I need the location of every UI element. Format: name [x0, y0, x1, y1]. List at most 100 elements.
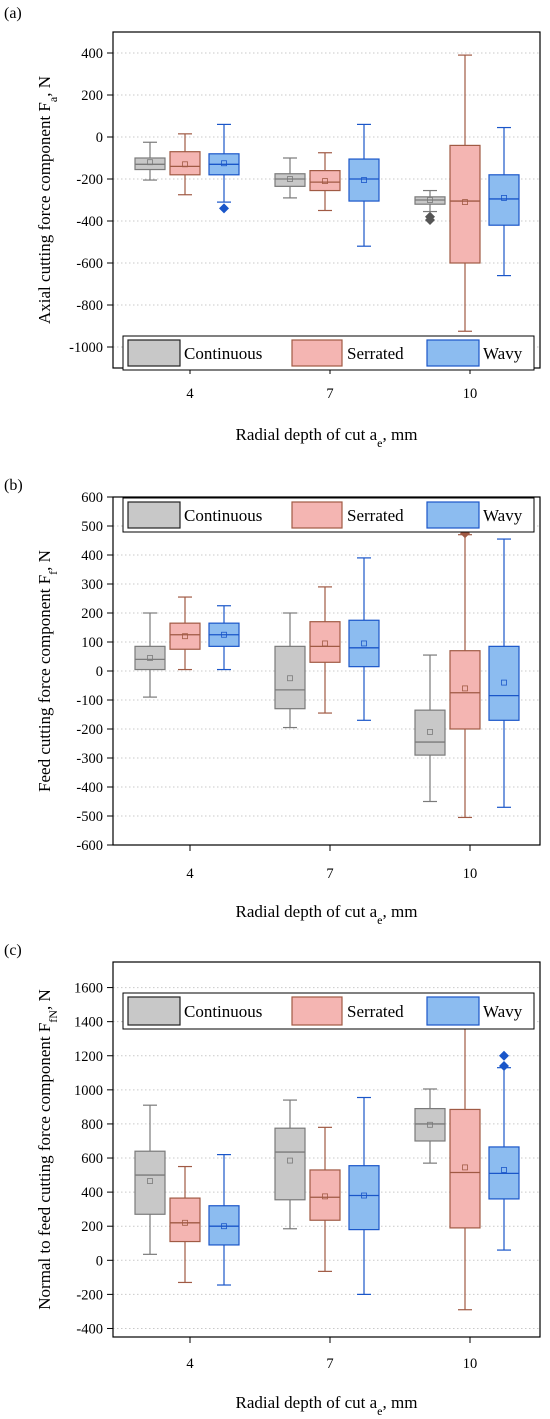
x-axis-title-unit: , mm [383, 902, 418, 921]
y-axis-title-unit: , N [35, 550, 54, 571]
y-tick-label: 200 [81, 88, 103, 104]
x-axis-title: Radial depth of cut ae, mm [236, 902, 418, 927]
box-iqr [169, 622, 201, 650]
box-mean [501, 679, 507, 686]
box-wavy-10 [488, 1050, 520, 1251]
box-mean [462, 685, 468, 692]
y-axis-title-subscript: f [46, 571, 60, 575]
box-iqr [488, 645, 520, 721]
y-tick-label: 0 [96, 130, 103, 146]
legend: Continuous Serrated Wavy [122, 992, 535, 1030]
box-mean [147, 1178, 153, 1184]
y-tick-label: 400 [81, 46, 103, 62]
box-mean [147, 655, 153, 661]
box-mean [361, 640, 367, 647]
legend-label-continuous: Continuous [184, 506, 262, 525]
box-serrated-4 [169, 133, 201, 196]
legend-label-wavy: Wavy [483, 506, 523, 525]
legend-swatch-serrated [291, 996, 343, 1026]
box-continuous-10 [414, 1088, 446, 1164]
box-mean [322, 640, 328, 647]
y-axis-title: Normal to feed cutting force component F… [35, 989, 60, 1309]
y-tick-label: 1600 [74, 981, 103, 997]
panel-label: (c) [4, 942, 22, 959]
box-wavy-4 [208, 1154, 240, 1286]
box-wavy-7 [348, 557, 380, 721]
box-iqr [414, 709, 446, 756]
legend-swatch-continuous [127, 501, 181, 529]
x-axis-title: Radial depth of cut ae, mm [236, 425, 418, 450]
box-mean [427, 729, 433, 735]
box-iqr [449, 650, 481, 730]
legend-label-serrated: Serrated [347, 506, 404, 525]
box-continuous-4 [134, 1104, 166, 1255]
box-mean [501, 1167, 507, 1173]
box-serrated-4 [169, 596, 201, 671]
y-tick-label: -100 [76, 693, 103, 709]
box-mean [427, 1121, 433, 1128]
box-iqr [309, 170, 341, 192]
legend-label-serrated: Serrated [347, 1002, 404, 1021]
y-tick-label: 100 [81, 635, 103, 651]
box-continuous-4 [134, 141, 166, 181]
box-serrated-4 [169, 1165, 201, 1284]
y-tick-label: 200 [81, 1219, 103, 1235]
y-tick-label: -200 [76, 1287, 103, 1303]
box-serrated-10 [449, 1009, 481, 1311]
y-tick-label: 200 [81, 606, 103, 622]
box-serrated-7 [309, 586, 341, 714]
plot-frame [112, 496, 541, 846]
y-tick-label: -200 [76, 172, 103, 188]
panel-label: (a) [4, 5, 22, 22]
x-tick-label: 4 [186, 386, 194, 402]
chart-panel-3: (c) 1600 1400 1200 1000 800 600 400 200 0 -200 -400… [4, 942, 541, 1418]
y-axis-title: Axial cutting force component Fa, N [35, 76, 60, 324]
box-wavy-10 [488, 538, 520, 808]
outlier-point [499, 1050, 509, 1061]
x-tick-label: 7 [326, 866, 333, 882]
x-axis-title-unit: , mm [383, 1393, 418, 1412]
legend-label-wavy: Wavy [483, 1002, 523, 1021]
y-axis-title: Feed cutting force component Ff, N [35, 550, 60, 792]
legend-label-continuous: Continuous [184, 344, 262, 363]
x-axis-title-subscript: e [377, 436, 382, 450]
legend-label-continuous: Continuous [184, 1002, 262, 1021]
y-tick-label: 1400 [74, 1015, 103, 1031]
y-tick-label: 1200 [74, 1049, 103, 1065]
box-wavy-7 [348, 123, 380, 247]
box-mean [501, 194, 507, 201]
y-axis-title-main: Feed cutting force component F [35, 575, 54, 792]
panel-label: (b) [4, 477, 23, 494]
legend-swatch-serrated [291, 501, 343, 529]
legend-swatch-continuous [127, 339, 181, 367]
box-iqr [169, 151, 201, 176]
chart-panel-1: (a) 400 200 0 -200 -400 -600 -800 -1000 4 7 10 Conti… [4, 5, 541, 450]
y-tick-label: 300 [81, 577, 103, 593]
legend-swatch-wavy [426, 501, 480, 529]
box-iqr [134, 1150, 166, 1215]
y-axis-title-unit: , N [35, 76, 54, 97]
box-mean [462, 199, 468, 206]
box-continuous-7 [274, 1099, 306, 1230]
box-iqr [348, 1165, 380, 1231]
y-axis-title-main: Axial cutting force component F [35, 102, 54, 324]
box-mean [182, 161, 188, 168]
box-iqr [169, 1197, 201, 1243]
box-iqr [208, 1205, 240, 1246]
legend-swatch-continuous [127, 996, 181, 1026]
y-tick-label: -600 [76, 256, 103, 272]
box-mean [322, 1193, 328, 1200]
outlier-point [499, 1060, 509, 1071]
chart-panel-2: (b) 600 500 400 300 200 100 0 -100 -200 -300 -400 -5… [4, 477, 541, 927]
legend-swatch-serrated [291, 339, 343, 367]
box-wavy-10 [488, 126, 520, 277]
x-tick-label: 7 [326, 386, 333, 402]
y-axis-title-subscript: a [46, 96, 60, 102]
y-tick-label: 0 [96, 1253, 103, 1269]
box-continuous-4 [134, 612, 166, 698]
x-axis-title-main: Radial depth of cut a [236, 425, 378, 444]
y-axis-title-unit: , N [35, 989, 54, 1010]
box-mean [287, 675, 293, 682]
legend: Continuous Serrated Wavy [122, 335, 535, 371]
x-axis-title-subscript: e [377, 913, 382, 927]
